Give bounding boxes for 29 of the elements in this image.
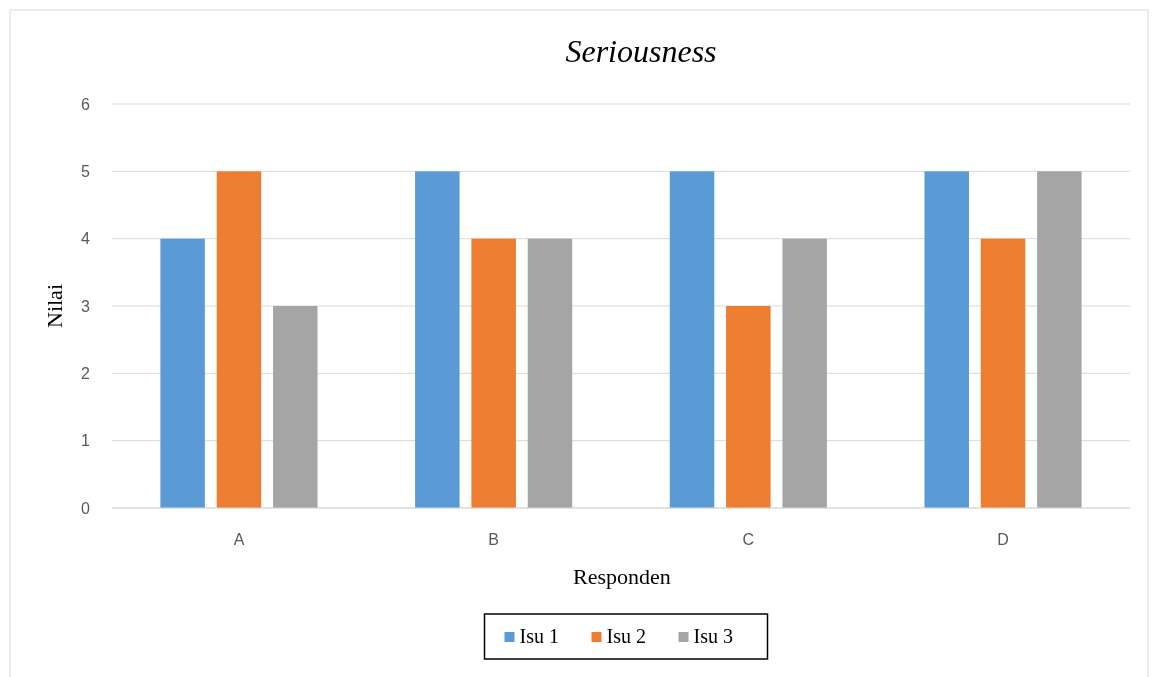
- x-tick-label: C: [742, 531, 755, 548]
- bar: [415, 171, 460, 508]
- bar: [160, 238, 205, 508]
- bar: [669, 171, 715, 508]
- y-axis-title: Nilai: [42, 284, 67, 328]
- y-tick-label: 1: [81, 432, 91, 450]
- y-tick-label: 2: [81, 364, 91, 382]
- bar: [924, 171, 969, 508]
- x-tick-label: A: [233, 531, 245, 548]
- bar: [1037, 171, 1082, 508]
- bar: [216, 171, 262, 508]
- y-tick-label: 4: [81, 230, 91, 248]
- bar: [527, 238, 573, 508]
- bar: [471, 238, 516, 508]
- x-axis-title: Responden: [573, 564, 671, 589]
- x-tick-label: D: [997, 531, 1009, 548]
- legend-label: Isu 1: [519, 625, 559, 647]
- bar: [980, 238, 1026, 508]
- legend-label: Isu 3: [693, 625, 733, 647]
- chart-title: Seriousness: [565, 33, 717, 69]
- y-tick-label: 0: [81, 499, 91, 517]
- bar: [273, 306, 318, 508]
- bar: [726, 306, 771, 508]
- y-tick-label: 3: [81, 297, 91, 315]
- y-tick-label: 5: [81, 162, 91, 180]
- y-tick-label: 6: [81, 95, 91, 113]
- x-tick-label: B: [488, 531, 499, 548]
- legend-label: Isu 2: [606, 625, 646, 647]
- bar: [782, 238, 827, 508]
